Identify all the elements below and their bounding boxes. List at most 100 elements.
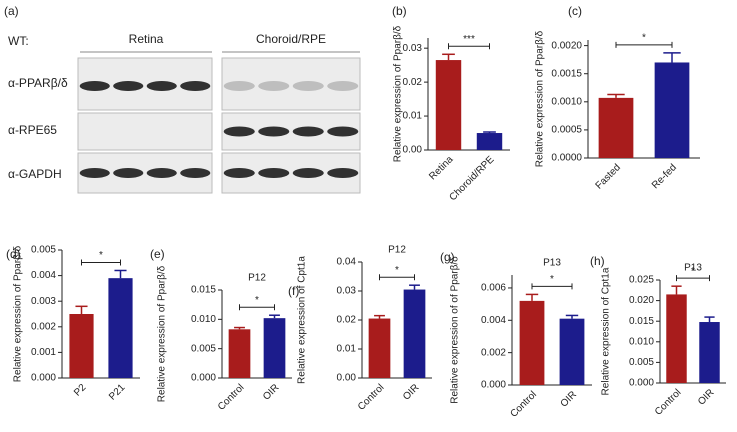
blot-group: Retina <box>129 32 164 46</box>
significance: * <box>691 266 695 277</box>
x-tick-label: OIR <box>261 382 281 402</box>
y-tick-label: 0.0005 <box>551 125 582 136</box>
y-tick-label: 0.010 <box>629 336 654 347</box>
y-tick-label: 0.0000 <box>551 153 582 164</box>
y-tick-label: 0.0020 <box>551 40 582 51</box>
significance: * <box>642 33 646 44</box>
chart-title: P13 <box>684 263 702 274</box>
y-axis-label: Relative expression of of Pparβ/δ <box>450 256 461 404</box>
x-tick-label: P2 <box>72 382 89 399</box>
y-tick-label: 0.000 <box>629 378 654 389</box>
y-tick-label: 0.03 <box>337 286 357 297</box>
blot-band <box>327 168 359 178</box>
significance: * <box>395 265 399 276</box>
y-axis-label: Relative expression of Cpt1a <box>297 256 308 384</box>
blot-band <box>258 81 290 91</box>
panel-label: (e) <box>150 247 165 261</box>
bar <box>435 60 462 150</box>
x-tick-label: OIR <box>696 387 716 407</box>
blot-band <box>79 168 110 178</box>
y-axis-label: Relative expression of Pparβ/δ <box>13 245 24 382</box>
bar <box>228 329 251 378</box>
y-tick-label: 0.020 <box>629 295 654 306</box>
y-tick-label: 0.015 <box>629 316 654 327</box>
panel-label: (c) <box>568 4 582 18</box>
y-tick-label: 0.025 <box>629 275 654 286</box>
panel-label: (f) <box>288 284 299 298</box>
blot-band <box>223 126 255 137</box>
y-axis-label: Relative expression of Pparβ/δ <box>535 30 546 167</box>
y-axis-label: Relative expression of Cpt1a <box>601 267 612 395</box>
blot-band <box>258 126 290 137</box>
chart-title: P12 <box>388 245 406 256</box>
x-tick-label: Control <box>508 389 539 420</box>
blot-wt-label: WT: <box>8 34 29 48</box>
significance: * <box>255 295 259 306</box>
blot-band <box>223 81 255 91</box>
y-tick-label: 0.000 <box>191 373 216 384</box>
blot-band <box>258 168 290 178</box>
y-tick-label: 0.015 <box>191 285 216 296</box>
panel-label: (g) <box>440 250 455 264</box>
bar <box>263 318 286 378</box>
bar <box>666 294 687 383</box>
blot-band <box>180 81 211 91</box>
blot-band <box>146 81 177 91</box>
x-tick-label: Control <box>653 387 684 418</box>
blot-row-label: α-PPARβ/δ <box>8 76 68 90</box>
bar <box>598 97 634 158</box>
blot-panel <box>77 112 213 151</box>
y-tick-label: 0.005 <box>629 357 654 368</box>
y-tick-label: 0.005 <box>191 343 216 354</box>
y-tick-label: 0.004 <box>481 315 506 326</box>
y-tick-label: 0.01 <box>403 111 423 122</box>
panel-label: (a) <box>4 4 19 18</box>
bar <box>519 300 545 385</box>
panel-label: (h) <box>590 254 605 268</box>
blot-band <box>292 168 324 178</box>
y-tick-label: 0.04 <box>337 257 357 268</box>
x-tick-label: Fasted <box>594 162 623 191</box>
blot-group: Choroid/RPE <box>256 32 326 46</box>
x-tick-label: Control <box>356 382 387 413</box>
chart-title: P12 <box>248 273 266 284</box>
bar <box>476 133 503 150</box>
significance: * <box>550 274 554 285</box>
significance: *** <box>463 34 475 45</box>
y-tick-label: 0.006 <box>481 283 506 294</box>
blot-band <box>113 81 144 91</box>
blot-row-label: α-RPE65 <box>8 123 57 137</box>
x-tick-label: Re-fed <box>650 162 679 191</box>
y-tick-label: 0.001 <box>31 347 56 358</box>
y-tick-label: 0.02 <box>337 315 357 326</box>
x-tick-label: OIR <box>559 389 579 409</box>
blot-band <box>327 81 359 91</box>
bar <box>108 278 133 378</box>
blot-band <box>327 126 359 137</box>
bar <box>403 289 426 378</box>
y-tick-label: 0.004 <box>31 270 56 281</box>
x-tick-label: Retina <box>427 154 456 183</box>
blot-panel <box>221 57 361 111</box>
blot-band <box>113 168 144 178</box>
blot-row-label: α-GAPDH <box>8 167 62 181</box>
chart-title: P13 <box>543 258 561 269</box>
y-tick-label: 0.010 <box>191 314 216 325</box>
y-tick-label: 0.003 <box>31 296 56 307</box>
bar <box>69 314 94 378</box>
y-axis-label: Relative expression of Pparβ/δ <box>157 265 168 402</box>
significance: * <box>99 250 103 261</box>
panel-label: (d) <box>6 247 21 261</box>
x-tick-label: Control <box>216 382 247 413</box>
y-tick-label: 0.0015 <box>551 68 582 79</box>
x-tick-label: OIR <box>401 382 421 402</box>
y-tick-label: 0.005 <box>31 245 56 256</box>
y-tick-label: 0.002 <box>481 347 506 358</box>
y-tick-label: 0.000 <box>31 373 56 384</box>
y-tick-label: 0.01 <box>337 344 357 355</box>
y-tick-label: 0.00 <box>337 373 357 384</box>
blot-band <box>180 168 211 178</box>
y-tick-label: 0.03 <box>403 43 423 54</box>
blot-band <box>292 126 324 137</box>
blot-band <box>292 81 324 91</box>
